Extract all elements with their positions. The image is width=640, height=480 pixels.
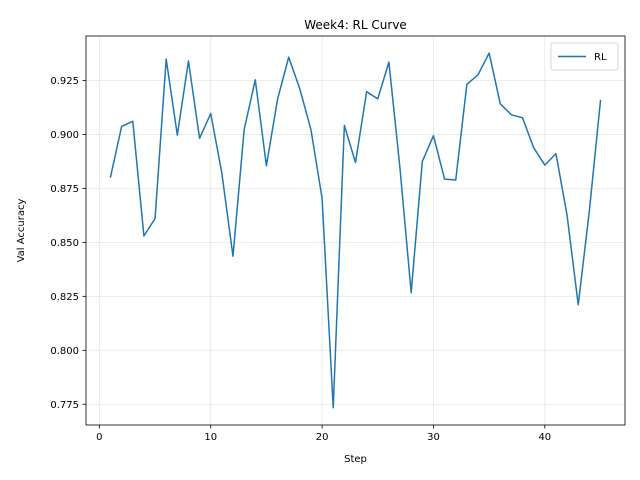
legend-label-rl: RL <box>594 52 607 63</box>
y-tick-label: 0.900 <box>50 130 79 141</box>
y-axis-label: Val Accuracy <box>16 199 27 263</box>
x-axis: 0 10 20 30 40 <box>96 425 551 443</box>
x-tick-label: 10 <box>204 432 217 443</box>
y-tick-label: 0.775 <box>50 400 79 411</box>
grid <box>86 36 625 425</box>
x-tick-label: 30 <box>427 432 440 443</box>
y-tick-label: 0.875 <box>50 184 79 195</box>
series-line-rl <box>109 52 602 409</box>
y-tick-label: 0.850 <box>50 238 79 249</box>
plot-frame <box>85 35 626 426</box>
x-axis-label: Step <box>344 454 367 465</box>
legend: RL <box>550 42 619 71</box>
series-layer <box>109 52 602 409</box>
x-tick-label: 20 <box>316 432 329 443</box>
x-tick-label: 40 <box>538 432 551 443</box>
y-axis: 0.775 0.800 0.825 0.850 0.875 0.900 0.925 <box>50 76 86 411</box>
y-tick-label: 0.925 <box>50 76 79 87</box>
y-tick-label: 0.825 <box>50 292 79 303</box>
x-tick-label: 0 <box>96 432 102 443</box>
y-tick-label: 0.800 <box>50 346 79 357</box>
chart-title: Week4: RL Curve <box>304 18 407 32</box>
